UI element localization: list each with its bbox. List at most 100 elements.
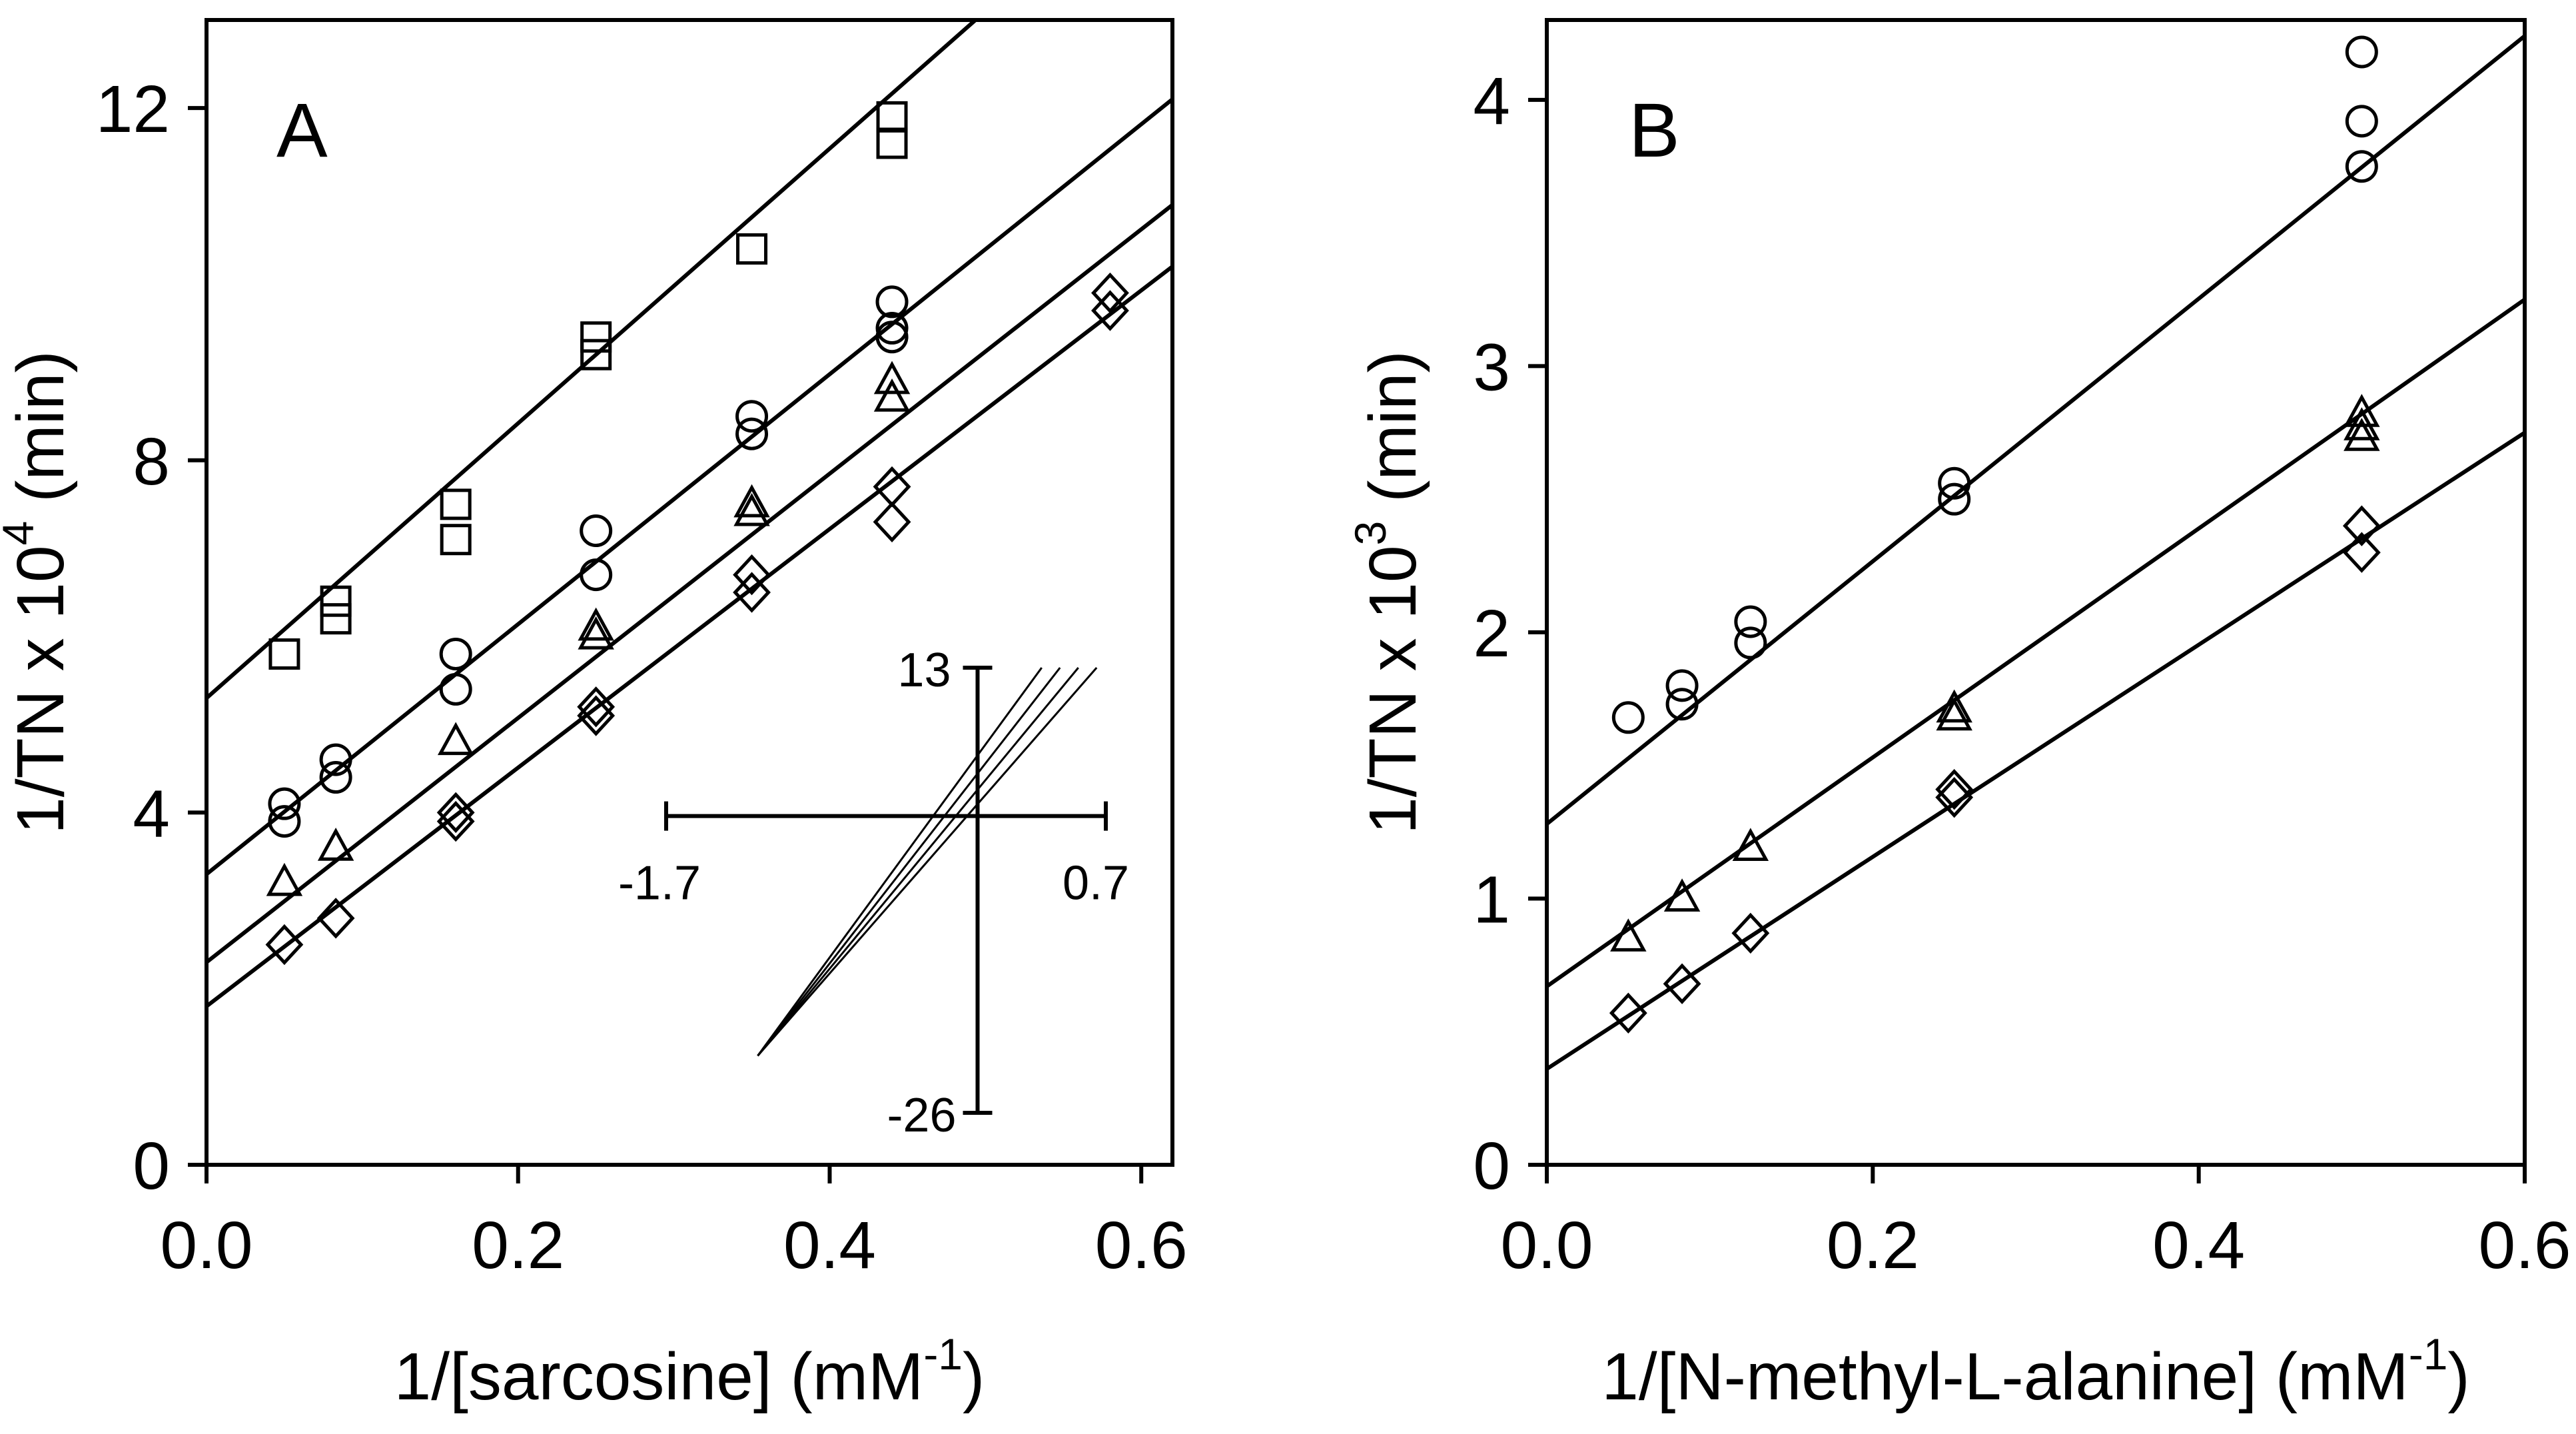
plot-frame [205, 18, 1174, 1167]
data-point-diamond [1091, 290, 1129, 331]
data-point-circle [319, 761, 352, 794]
inset-y-label: 13 [897, 644, 951, 697]
series-square [207, 20, 979, 700]
y-tick-label: 4 [1473, 64, 1510, 139]
data-point-triangle [578, 607, 614, 641]
series-line-diamond [207, 265, 1172, 1008]
data-point-diamond [2342, 505, 2381, 546]
series-line-square [207, 20, 979, 700]
plot-frame [1545, 18, 2527, 1167]
data-point-circle [875, 285, 909, 319]
x-axis-title: 1/[sarcosine] (mM-1) [394, 1329, 985, 1414]
y-tick-label: 0 [1473, 1129, 1510, 1203]
data-point-diamond [733, 554, 771, 596]
data-point-circle [2345, 105, 2378, 138]
data-point-circle [1938, 482, 1971, 516]
data-point-square [320, 585, 352, 617]
data-point-square [876, 127, 908, 159]
data-point-square [268, 638, 300, 670]
data-point-diamond [873, 501, 911, 542]
x-tick-label: 0.6 [2478, 1208, 2571, 1283]
data-point-triangle [2344, 394, 2380, 427]
inset-y-label: -26 [887, 1089, 956, 1142]
series-line-triangle [1547, 298, 2525, 988]
data-point-square [876, 101, 908, 133]
y-axis-title-sup: 4 [0, 521, 43, 546]
data-point-diamond [265, 924, 304, 966]
data-point-triangle [266, 862, 303, 896]
chart-panel-b: 0.0 0.2 0.4 0.6 0 1 2 3 4 B 1/[N-methyl-L-alanine]… [1346, 18, 2571, 1414]
data-point-diamond [1935, 776, 1974, 818]
series-circle [1547, 34, 2525, 826]
x-tick-label: 0.0 [160, 1208, 252, 1283]
data-point-diamond [1731, 912, 1770, 954]
data-point-circle [268, 787, 301, 820]
data-point-circle [2345, 35, 2378, 69]
data-point-diamond [577, 686, 616, 728]
data-point-triangle [1663, 878, 1701, 912]
data-point-circle [1665, 688, 1699, 721]
y-tick-label: 3 [1473, 330, 1510, 404]
y-axis-title: 1/TN x 104 (min) [0, 351, 78, 834]
data-point-square [736, 233, 768, 265]
data-point-triangle [873, 360, 911, 394]
x-tick-label: 0.0 [1500, 1208, 1593, 1283]
data-point-triangle [873, 378, 911, 412]
inset-x-label: -1.7 [618, 857, 701, 910]
data-point-square [440, 488, 472, 520]
y-axis-title-sup: 3 [1346, 521, 1395, 546]
data-point-circle [2345, 150, 2378, 183]
data-point-circle [319, 743, 352, 776]
series-circle [207, 97, 1172, 876]
inset-x-label: 0.7 [1063, 857, 1129, 910]
y-axis-title-end: (min) [1356, 351, 1430, 521]
x-axis-title-end: ) [2447, 1339, 2469, 1414]
data-point-circle [268, 805, 301, 838]
y-tick-label: 2 [1473, 596, 1510, 671]
data-point-triangle [2344, 407, 2380, 440]
data-point-circle [439, 638, 472, 671]
inset-plot: -1.7 0.7 13 -26 [618, 644, 1129, 1142]
data-point-triangle [733, 492, 770, 526]
data-point-circle [875, 312, 909, 345]
series-diamond [207, 265, 1172, 1008]
data-point-triangle [1610, 918, 1647, 952]
data-point-circle [580, 514, 613, 547]
inset-line [757, 667, 1079, 1057]
data-point-triangle [317, 828, 354, 861]
x-tick-label: 0.2 [472, 1208, 564, 1283]
x-axis-title-sup: -1 [923, 1329, 963, 1379]
data-point-triangle [437, 722, 474, 756]
data-point-square [580, 321, 612, 353]
data-point-circle [875, 321, 909, 354]
data-point-circle [1734, 605, 1767, 638]
y-tick-label: 8 [133, 424, 170, 499]
series-triangle [207, 203, 1172, 964]
data-point-diamond [436, 800, 475, 842]
series-triangle [1547, 298, 2525, 988]
y-tick-label: 1 [1473, 862, 1510, 937]
panel-label: B [1629, 88, 1680, 173]
data-point-diamond [733, 572, 771, 613]
series-line-circle [207, 97, 1172, 876]
x-axis-title-text: 1/[sarcosine] (mM [394, 1339, 924, 1414]
inset-line [757, 667, 1098, 1057]
data-point-diamond [577, 695, 616, 736]
data-point-diamond [2342, 532, 2381, 573]
data-point-circle [735, 400, 769, 433]
series-line-diamond [1547, 430, 2525, 1071]
y-axis-title-text: 1/TN x 10 [3, 545, 78, 834]
data-point-circle [1611, 701, 1645, 734]
data-point-circle [439, 672, 472, 706]
data-point-triangle [578, 616, 614, 650]
data-point-circle [735, 417, 769, 450]
inset-line [757, 667, 1043, 1057]
data-point-square [580, 339, 612, 370]
x-tick-label: 0.6 [1095, 1208, 1188, 1283]
series-line-triangle [207, 203, 1172, 964]
series-diamond [1547, 430, 2525, 1071]
series-line-circle [1547, 34, 2525, 826]
panel-label: A [276, 88, 328, 173]
